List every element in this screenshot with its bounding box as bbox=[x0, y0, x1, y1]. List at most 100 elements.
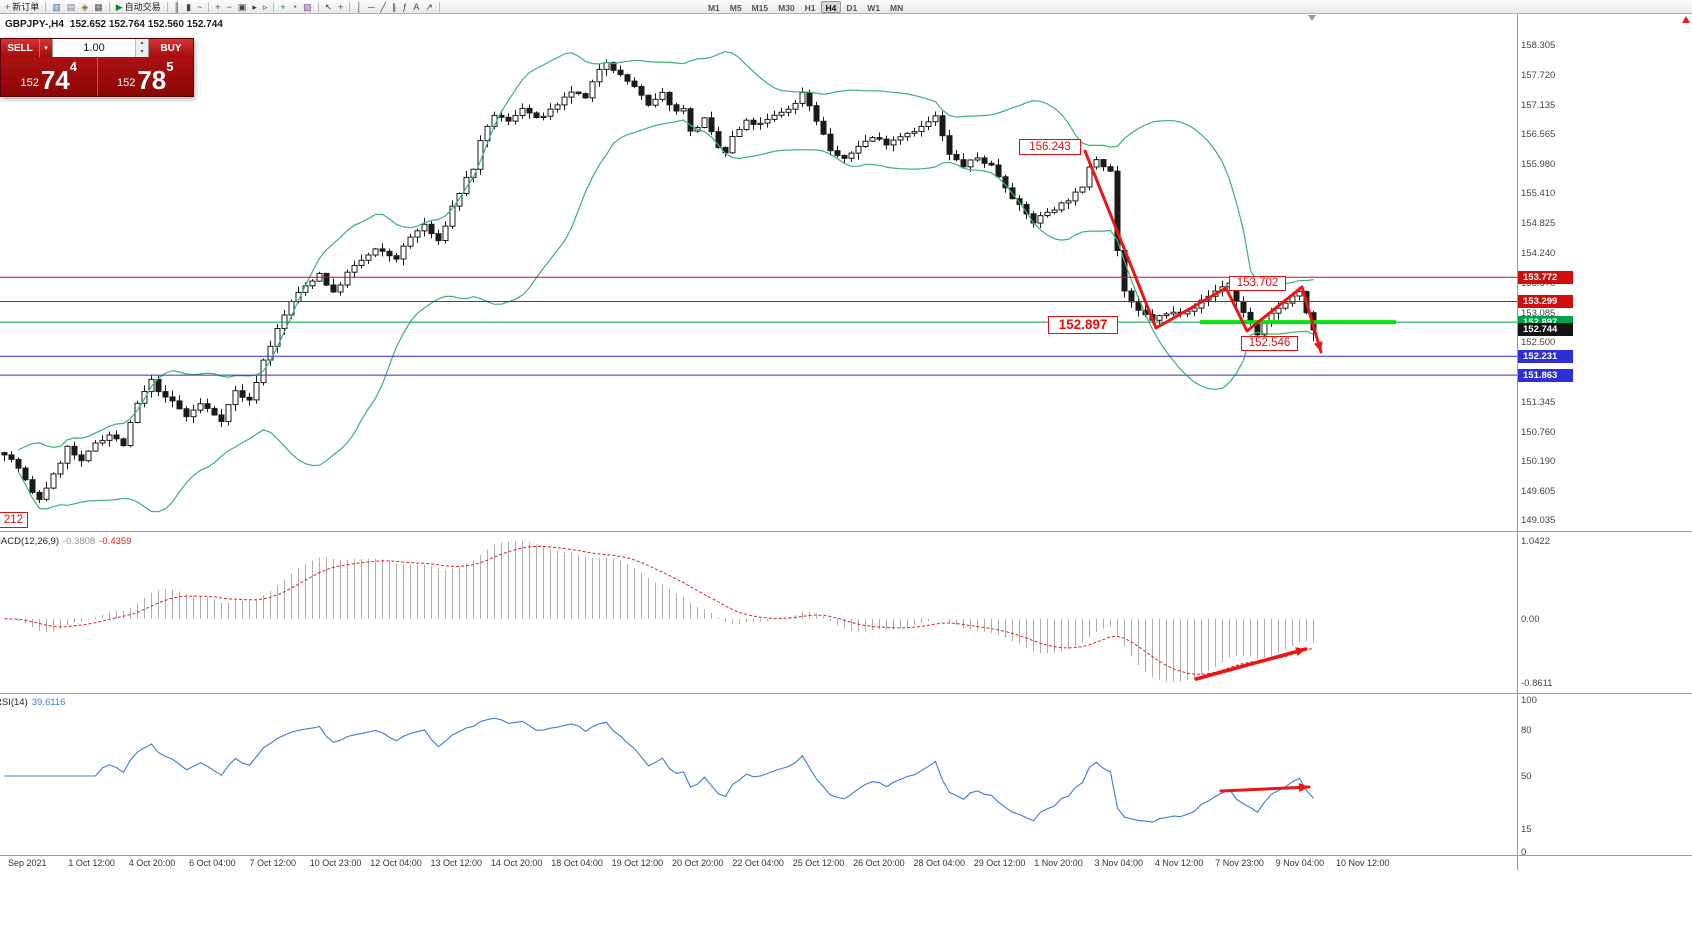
navigator-icon[interactable]: ◈ bbox=[79, 1, 90, 13]
time-axis-label: 19 Oct 12:00 bbox=[611, 858, 664, 868]
volume-field[interactable]: 1.00 ▴ ▾ bbox=[52, 39, 149, 57]
trend-arrow-head bbox=[1295, 647, 1306, 656]
channel-icon[interactable]: ∥ bbox=[390, 1, 399, 13]
trend-arrow-line[interactable] bbox=[1194, 647, 1308, 681]
navigator-icon-glyph: ◈ bbox=[81, 1, 89, 12]
price-axis-label: 150.190 bbox=[1521, 455, 1556, 467]
timeframe-m30[interactable]: M30 bbox=[778, 2, 795, 13]
price-axis-label: 155.410 bbox=[1521, 188, 1556, 200]
fibonacci-icon[interactable]: ƒ bbox=[400, 1, 409, 13]
tile-windows-icon[interactable]: ▣ bbox=[236, 1, 249, 13]
rsi-panel-canvas[interactable] bbox=[0, 695, 1692, 855]
horizontal-line-icon[interactable]: ─ bbox=[366, 1, 376, 13]
timeframe-d1[interactable]: D1 bbox=[846, 2, 858, 13]
macd-panel-canvas[interactable] bbox=[0, 533, 1692, 691]
price-tag-152.744: 152.744 bbox=[1518, 323, 1573, 337]
time-axis-label: 22 Oct 04:00 bbox=[732, 858, 784, 868]
price-annotation-212[interactable]: 212 bbox=[0, 512, 28, 528]
cursor-icon[interactable]: ↖ bbox=[323, 1, 335, 13]
data-window-icon[interactable]: ▤ bbox=[65, 1, 78, 13]
time-axis-label: 9 Nov 04:00 bbox=[1275, 858, 1325, 868]
auto-scroll-icon[interactable]: ▸ bbox=[250, 1, 259, 13]
price-axis-label: 157.135 bbox=[1521, 99, 1556, 111]
macd-indicator-label: MACD(12,26,9) -0.3808-0.4359 bbox=[0, 536, 131, 547]
market-watch-icon[interactable]: ▥ bbox=[50, 1, 63, 13]
price-annotation-152.897[interactable]: 152.897 bbox=[1048, 316, 1118, 334]
timeframe-h4[interactable]: H4 bbox=[820, 0, 842, 13]
zoom-out-icon[interactable]: − bbox=[225, 1, 234, 13]
price-axis-border[interactable] bbox=[1517, 14, 1518, 870]
volume-value[interactable]: 1.00 bbox=[83, 42, 105, 54]
new-order-button-glyph: + bbox=[5, 1, 11, 12]
buy-price-panel[interactable]: 152 78 5 bbox=[98, 57, 194, 96]
zoom-in-icon-glyph: + bbox=[215, 1, 221, 12]
toolbar-separator bbox=[208, 1, 210, 12]
volume-increase-button[interactable]: ▴ bbox=[136, 39, 148, 48]
text-icon[interactable]: A bbox=[411, 1, 421, 13]
price-annotation-153.702[interactable]: 153.702 bbox=[1229, 276, 1286, 291]
bollinger-upper-band bbox=[18, 50, 1314, 451]
buy-button[interactable]: BUY bbox=[149, 39, 193, 57]
chart-shift-marker-icon[interactable] bbox=[1308, 15, 1316, 21]
price-axis-label: 149.035 bbox=[1521, 515, 1556, 526]
volume-decrease-button[interactable]: ▾ bbox=[136, 48, 148, 57]
candles-chart-icon[interactable]: ▮ bbox=[184, 1, 193, 13]
line-chart-icon-glyph: ~ bbox=[197, 1, 203, 12]
time-axis-label: 28 Oct 04:00 bbox=[913, 858, 966, 868]
time-axis-label: 1 Oct 12:00 bbox=[68, 858, 115, 868]
time-axis-label: 6 Oct 04:00 bbox=[189, 858, 236, 868]
terminal-icon[interactable]: ▦ bbox=[92, 1, 105, 13]
macd-panel-separator[interactable] bbox=[0, 531, 1692, 532]
sell-dropdown-icon[interactable]: ▾ bbox=[39, 39, 52, 57]
time-axis-label: 1 Nov 20:00 bbox=[1034, 858, 1083, 868]
trend-arrow-line[interactable] bbox=[1219, 785, 1311, 793]
toolbar-separator bbox=[273, 1, 275, 12]
new-order-button[interactable]: + 新订单 bbox=[3, 1, 41, 13]
zoom-in-icon[interactable]: + bbox=[213, 1, 222, 13]
autotrading-button[interactable]: ▶ 自动交易 bbox=[114, 1, 163, 13]
time-axis-label: 26 Oct 20:00 bbox=[853, 858, 905, 868]
bars-chart-icon[interactable]: ║ bbox=[172, 1, 182, 13]
chart-symbol-timeframe: GBPJPY-,H4 bbox=[5, 19, 64, 30]
templates-icon[interactable]: ▧ bbox=[301, 1, 314, 13]
macd-name: MACD(12,26,9) bbox=[0, 536, 59, 547]
macd-signal-value: -0.4359 bbox=[99, 536, 132, 547]
trendline-icon[interactable]: ╱ bbox=[378, 1, 387, 13]
indicators-icon-glyph: + bbox=[280, 1, 286, 12]
time-axis-label: 3 Nov 04:00 bbox=[1094, 858, 1144, 868]
arrows-icon[interactable]: ↗ bbox=[423, 1, 435, 13]
buy-price-pipette: 5 bbox=[166, 59, 174, 74]
rsi-panel-separator[interactable] bbox=[0, 693, 1692, 694]
trend-arrow-line[interactable] bbox=[1083, 149, 1323, 354]
timeframe-w1[interactable]: W1 bbox=[867, 2, 881, 13]
sell-price-panel[interactable]: 152 74 4 bbox=[1, 57, 97, 96]
price-annotation-152.546[interactable]: 152.546 bbox=[1241, 336, 1298, 351]
timeframe-m15[interactable]: M15 bbox=[751, 2, 769, 13]
timeframe-m1[interactable]: M1 bbox=[707, 2, 720, 13]
crosshair-icon[interactable]: + bbox=[336, 1, 345, 13]
timeframe-m5[interactable]: M5 bbox=[729, 2, 742, 13]
rsi-axis-label: 80 bbox=[1521, 725, 1532, 737]
vertical-line-icon[interactable]: │ bbox=[354, 1, 364, 13]
price-tag-153.772: 153.772 bbox=[1518, 270, 1573, 284]
periods-icon[interactable]: ◔ bbox=[290, 1, 299, 13]
indicators-icon[interactable]: + bbox=[278, 1, 287, 13]
line-chart-icon[interactable]: ~ bbox=[195, 1, 204, 13]
timeframe-h1[interactable]: H1 bbox=[804, 2, 816, 13]
main-toolbar: + 新订单 ▥ ▤ ◈ ▦ ▶ 自动交易 ║ ▮ ~ + − ▣ ▸ ▹ + ◔ ▧ ↖ + │ ─ ╱ ∥ ƒ A ↗ M1 M5 M1… bbox=[0, 0, 1692, 14]
buy-price-whole: 152 bbox=[116, 77, 136, 89]
trend-arrow-head bbox=[1298, 783, 1309, 792]
price-axis-label: 154.240 bbox=[1521, 248, 1556, 260]
trade-panel-prices: 152 74 4 152 78 5 bbox=[1, 57, 193, 96]
price-tag-152.231: 152.231 bbox=[1518, 349, 1573, 363]
periods-icon-glyph: ◔ bbox=[291, 1, 298, 12]
timeframe-mn[interactable]: MN bbox=[890, 2, 904, 13]
rsi-indicator-label: RSI(14)39.6116 bbox=[0, 697, 65, 708]
sell-button[interactable]: SELL bbox=[1, 39, 39, 57]
price-annotation-156.243[interactable]: 156.243 bbox=[1019, 139, 1081, 155]
price-chart-canvas[interactable] bbox=[0, 14, 1692, 531]
text-icon-glyph: A bbox=[413, 1, 420, 12]
chart-shift-icon[interactable]: ▹ bbox=[261, 1, 270, 13]
new-order-button-label: 新订单 bbox=[12, 2, 40, 12]
